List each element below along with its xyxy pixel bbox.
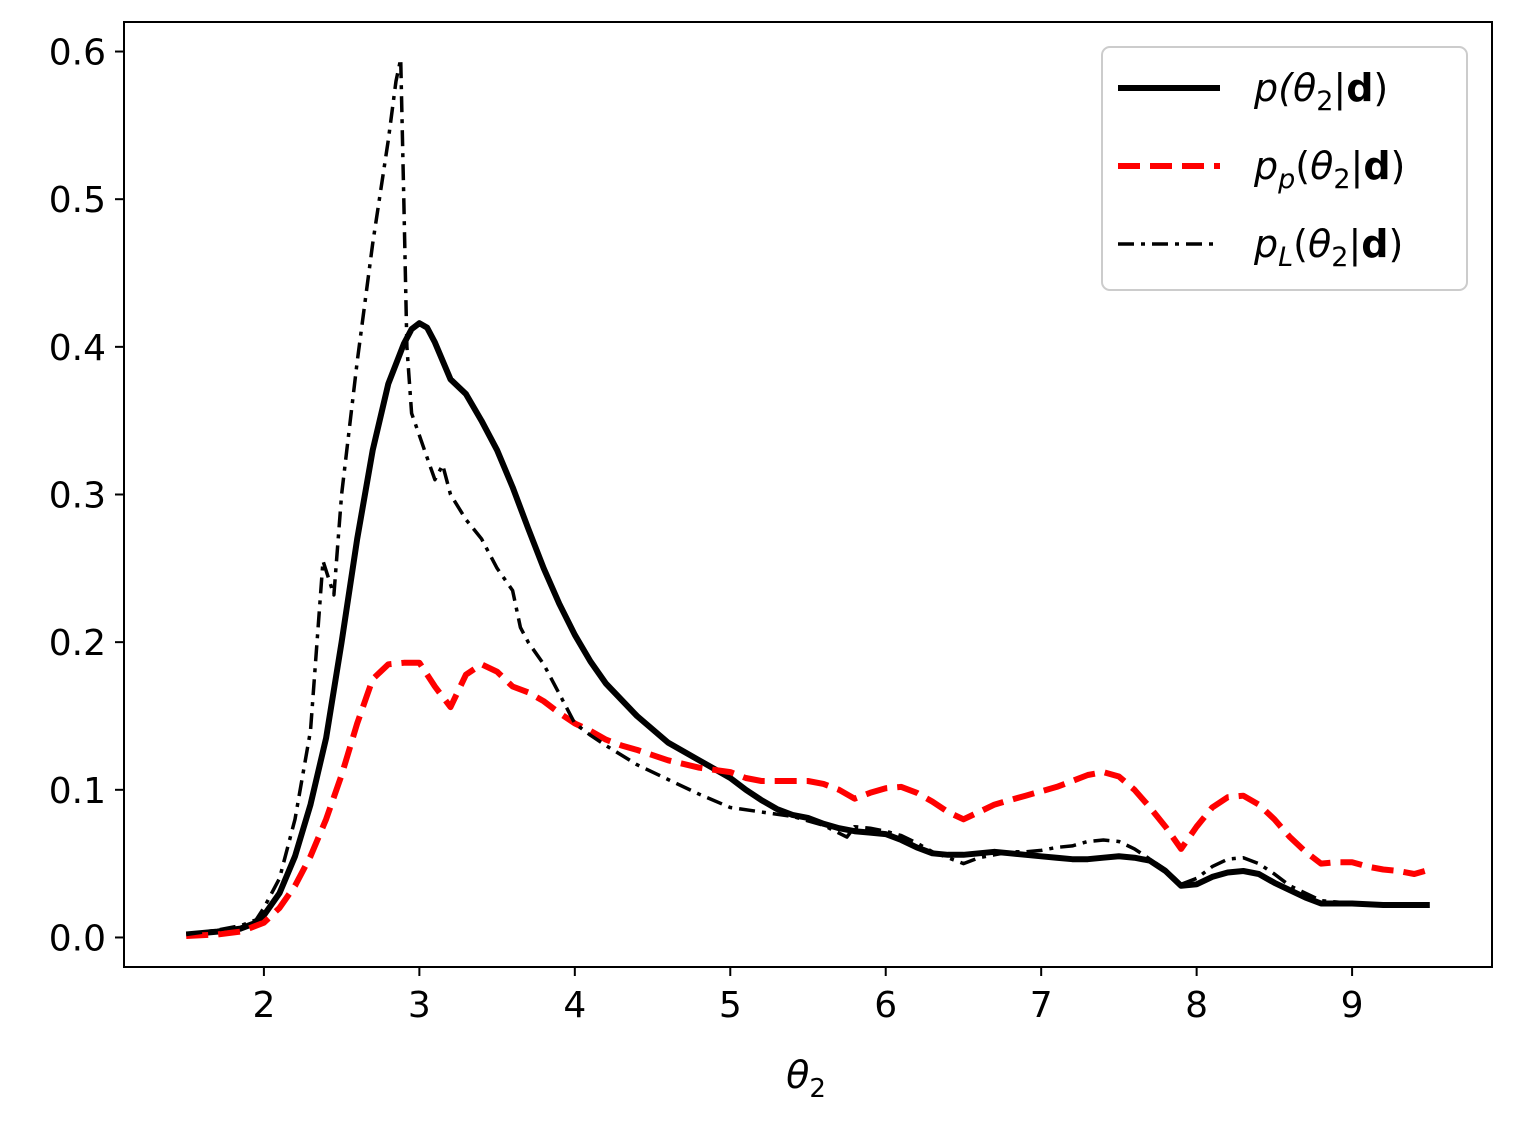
y-tick-label: 0.6 bbox=[49, 33, 106, 74]
series-layer bbox=[185, 57, 1431, 939]
series-line-2 bbox=[186, 659, 1431, 939]
x-tick-label: 3 bbox=[408, 985, 431, 1026]
y-axis: 0.0 0.1 0.2 0.3 0.4 0.5 0.6 bbox=[49, 33, 124, 959]
x-tick-label: 5 bbox=[719, 985, 742, 1026]
x-tick-label: 8 bbox=[1185, 985, 1208, 1026]
series-line-1 bbox=[185, 320, 1430, 938]
legend: p(θ2|d) pp(θ2|d) pL(θ2|d) bbox=[1101, 46, 1468, 291]
x-axis: 2 3 4 5 6 7 8 9 bbox=[252, 967, 1364, 1026]
y-tick-label: 0.2 bbox=[49, 623, 106, 664]
x-tick-label: 7 bbox=[1030, 985, 1053, 1026]
legend-box bbox=[1101, 46, 1468, 291]
x-tick-label: 4 bbox=[563, 985, 586, 1026]
y-tick-label: 0.4 bbox=[49, 328, 106, 369]
y-tick-label: 0.0 bbox=[49, 918, 106, 959]
y-tick-label: 0.3 bbox=[49, 476, 106, 517]
x-axis-label: θ2 bbox=[786, 1053, 826, 1104]
y-tick-label: 0.5 bbox=[49, 180, 106, 221]
x-tick-label: 6 bbox=[874, 985, 897, 1026]
legend-label-2: pp(θ2|d) bbox=[1253, 144, 1405, 195]
y-tick-label: 0.1 bbox=[49, 771, 106, 812]
legend-label-3: pL(θ2|d) bbox=[1253, 222, 1403, 273]
legend-items: p(θ2|d) pp(θ2|d) pL(θ2|d) bbox=[1118, 66, 1405, 273]
legend-label-1: p(θ2|d) bbox=[1253, 66, 1388, 117]
x-tick-label: 9 bbox=[1341, 985, 1364, 1026]
x-tick-label: 2 bbox=[252, 985, 275, 1026]
